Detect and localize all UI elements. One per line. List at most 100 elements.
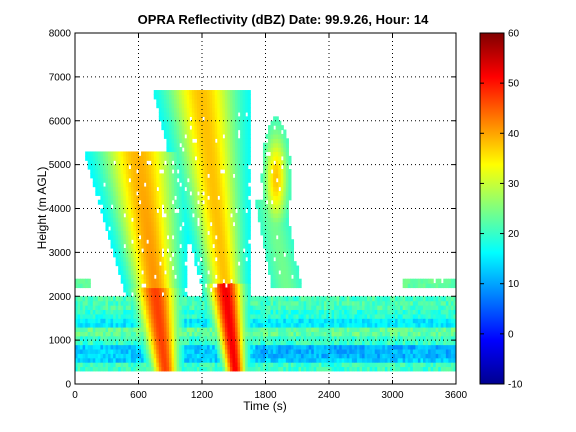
- heat-cell: [313, 331, 317, 337]
- heat-cell: [288, 300, 292, 306]
- heat-cell: [392, 353, 396, 359]
- heat-cell: [445, 340, 449, 346]
- heat-cell: [293, 283, 297, 289]
- heat-cell: [288, 265, 292, 271]
- heat-cell: [250, 326, 254, 332]
- heat-cell: [196, 366, 201, 372]
- heat-cell: [400, 300, 404, 306]
- heat-cell: [105, 300, 109, 306]
- heat-cell: [379, 335, 383, 341]
- heat-cell: [235, 287, 239, 293]
- heat-cell: [242, 313, 246, 319]
- heat-cell: [207, 296, 211, 302]
- heat-cell: [212, 186, 216, 192]
- heat-cell: [135, 151, 140, 157]
- heat-cell: [326, 353, 330, 359]
- heat-cell: [349, 362, 353, 368]
- heat-cell: [339, 318, 343, 324]
- heat-cell: [402, 348, 406, 354]
- heat-cell: [148, 278, 152, 284]
- heat-cell: [113, 309, 117, 315]
- heat-cell: [128, 217, 132, 223]
- heat-cell: [212, 287, 216, 293]
- heat-cell: [196, 296, 201, 302]
- heat-cell: [80, 331, 84, 337]
- heat-cell: [415, 335, 419, 341]
- heat-cell: [151, 230, 155, 236]
- heat-cell: [125, 195, 129, 201]
- heat-cell: [148, 226, 152, 232]
- heat-cell: [240, 353, 244, 359]
- heat-cell: [77, 357, 81, 363]
- heat-cell: [412, 318, 416, 324]
- heat-cell: [235, 138, 239, 144]
- heat-cell: [219, 274, 223, 280]
- heat-cell: [400, 344, 404, 350]
- heat-cell: [438, 305, 442, 311]
- heat-cell: [283, 283, 287, 289]
- heat-cell: [168, 305, 173, 311]
- heat-cell: [245, 195, 249, 201]
- heat-cell: [270, 142, 274, 148]
- heat-cell: [125, 186, 129, 192]
- heat-cell: [295, 357, 300, 363]
- heat-cell: [199, 186, 203, 192]
- heat-cell: [235, 291, 239, 297]
- heat-cell: [199, 357, 203, 363]
- heat-cell: [176, 199, 180, 205]
- heat-cell: [186, 164, 190, 170]
- heat-cell: [217, 274, 221, 280]
- heat-cell: [283, 318, 287, 324]
- heat-cell: [186, 234, 190, 240]
- heat-cell: [283, 151, 287, 157]
- heat-cell: [168, 353, 173, 359]
- heat-cell: [298, 344, 302, 350]
- heat-cell: [232, 265, 236, 271]
- heat-cell: [120, 265, 124, 271]
- heat-cell: [407, 326, 411, 332]
- heat-cell: [82, 357, 86, 363]
- heat-cell: [250, 331, 254, 337]
- heat-cell: [158, 357, 162, 363]
- heat-cell: [379, 353, 383, 359]
- heat-cell: [237, 357, 241, 363]
- heat-cell: [235, 243, 239, 249]
- heat-cell: [194, 300, 198, 306]
- heat-cell: [252, 344, 256, 350]
- heat-cell: [204, 186, 208, 192]
- heat-cell: [242, 252, 246, 258]
- heat-cell: [351, 362, 355, 368]
- heat-cell: [143, 274, 147, 280]
- heat-cell: [186, 147, 190, 153]
- heat-cell: [143, 278, 147, 284]
- heat-cell: [151, 151, 155, 157]
- heat-cell: [280, 269, 284, 275]
- heat-cell: [120, 252, 124, 258]
- heat-cell: [151, 256, 155, 262]
- heat-cell: [207, 226, 211, 232]
- heat-cell: [280, 147, 284, 153]
- heat-cell: [326, 348, 330, 354]
- heat-cell: [163, 195, 168, 201]
- heat-cell: [395, 353, 399, 359]
- heat-cell: [163, 296, 168, 302]
- heat-cell: [153, 357, 157, 363]
- heat-cell: [118, 164, 122, 170]
- heat-cell: [240, 221, 244, 227]
- heat-cell: [214, 331, 218, 337]
- heat-cell: [156, 278, 160, 284]
- heat-cell: [257, 296, 262, 302]
- heat-cell: [346, 348, 350, 354]
- heat-cell: [433, 322, 437, 328]
- heat-cell: [224, 138, 228, 144]
- heat-cell: [125, 278, 129, 284]
- heat-cell: [430, 335, 434, 341]
- heat-cell: [128, 234, 132, 240]
- heat-cell: [400, 357, 404, 363]
- heat-cell: [174, 212, 178, 218]
- heat-cell: [184, 125, 188, 131]
- heat-cell: [80, 318, 84, 324]
- heat-cell: [135, 226, 140, 232]
- heat-cell: [133, 344, 137, 350]
- heat-cell: [245, 177, 249, 183]
